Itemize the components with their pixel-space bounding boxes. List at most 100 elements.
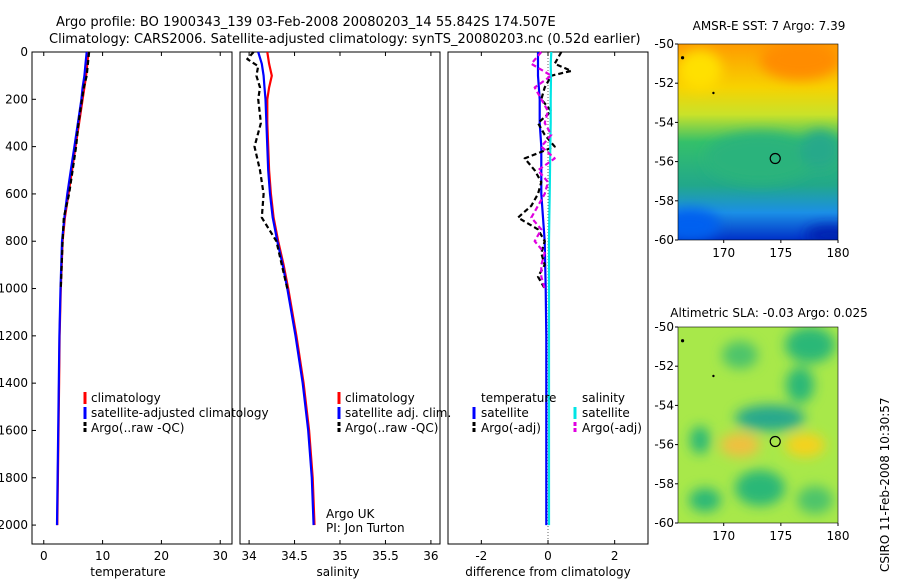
sla-low-4 <box>735 405 805 431</box>
island-marker <box>680 56 685 60</box>
y-tick-label: 0 <box>20 45 28 59</box>
map-y-tick-label: -52 <box>654 359 674 373</box>
map-x-tick-label: 170 <box>712 246 735 260</box>
temperature-legend: climatology satellite-adjusted climatolo… <box>83 391 269 435</box>
map-y-tick-label: -56 <box>654 155 674 169</box>
series-line-climatology <box>266 51 316 526</box>
legend-label-satellite: satellite-adjusted climatology <box>91 406 269 420</box>
series-line-satellite-adj-clim- <box>257 51 315 526</box>
sla-low-3 <box>786 367 814 403</box>
map-y-tick-label: -54 <box>654 115 674 129</box>
y-tick-label: 200 <box>5 92 28 106</box>
sla-low-7 <box>689 488 721 512</box>
map-x-tick-label: 170 <box>712 529 735 543</box>
map-y-tick-label: -52 <box>654 76 674 90</box>
map-y-tick-label: -58 <box>654 194 674 208</box>
series-line-salinity-argo-adj- <box>530 51 556 289</box>
map-x-tick-label: 180 <box>827 529 850 543</box>
y-tick-label: 1800 <box>0 471 28 485</box>
sla-low-1 <box>785 327 835 363</box>
legend-label-climatology: climatology <box>345 391 415 405</box>
x-tick-label: 34.5 <box>281 549 308 563</box>
sla-features <box>689 327 835 514</box>
sla-map-axes: -50 -52 -54 -56 -58 -60 170 175 180 <box>654 320 849 543</box>
sla-low-5 <box>690 426 710 454</box>
x-tick-label: 20 <box>154 549 169 563</box>
legend-label-temp-argo: Argo(-adj) <box>481 421 541 435</box>
x-tick-label: -2 <box>475 549 487 563</box>
map-y-tick-label: -54 <box>654 398 674 412</box>
x-tick-label: 0 <box>40 549 48 563</box>
map-x-tick-label: 180 <box>827 246 850 260</box>
y-tick-label: 800 <box>5 234 28 248</box>
sla-high-1 <box>785 433 825 457</box>
map-y-tick-label: -50 <box>654 320 674 334</box>
salinity-xlabel: salinity <box>316 565 359 579</box>
temperature-plot: 0 10 20 30 0 200 400 600 800 1000 1200 1400 1600 1800… <box>0 45 228 563</box>
x-tick-label: 2 <box>611 549 619 563</box>
x-tick-label: 0 <box>544 549 552 563</box>
sla-low-6 <box>735 470 785 506</box>
x-tick-label: 36 <box>423 549 438 563</box>
sla-map-title: Altimetric SLA: -0.03 Argo: 0.025 <box>670 306 867 320</box>
map-y-tick-label: -58 <box>654 477 674 491</box>
sla-low-2 <box>722 341 758 369</box>
difference-legend: temperature salinity satellite Argo(-adj… <box>472 391 642 435</box>
legend-label-argo: Argo(..raw -QC) <box>345 421 438 435</box>
legend-header-temperature: temperature <box>481 391 556 405</box>
header-line-2: Climatology: CARS2006. Satellite-adjuste… <box>49 32 641 47</box>
temperature-axes <box>31 51 233 545</box>
sst-map-axes: -50 -52 -54 -56 -58 -60 170 175 180 <box>654 37 849 260</box>
salinity-plot: 34 34.5 35 35.5 36 <box>241 51 439 563</box>
legend-label-climatology: climatology <box>91 391 161 405</box>
sst-cool-tongue <box>705 132 815 184</box>
series-line-argo-raw-qc- <box>246 51 289 289</box>
series-line-climatology <box>56 51 90 526</box>
sst-map-title: AMSR-E SST: 7 Argo: 7.39 <box>693 19 846 33</box>
y-tick-label: 2000 <box>0 518 28 532</box>
float-position-marker <box>769 435 781 448</box>
legend-label-sal-argo: Argo(-adj) <box>582 421 642 435</box>
sla-high-2 <box>720 433 760 457</box>
argo-uk-label: Argo UK <box>326 507 375 521</box>
sla-heatmap <box>678 327 838 523</box>
sst-cold-southwest <box>678 209 720 240</box>
float-position-marker <box>769 152 781 165</box>
sst-map-frame <box>677 43 839 241</box>
map-y-tick-label: -50 <box>654 37 674 51</box>
sst-features <box>678 44 838 240</box>
salinity-axes <box>239 51 441 545</box>
y-tick-label: 1600 <box>0 423 28 437</box>
sla-low-8 <box>797 486 833 514</box>
pi-label: PI: Jon Turton <box>326 521 405 535</box>
series-line-salinity-satellite <box>547 51 553 526</box>
legend-label-satellite: satellite adj. clim. <box>345 406 451 420</box>
salinity-legend: climatology satellite adj. clim. Argo(..… <box>326 391 451 535</box>
difference-xlabel: difference from climatology <box>465 565 631 579</box>
x-tick-label: 10 <box>95 549 110 563</box>
y-tick-label: 1200 <box>0 329 28 343</box>
island-marker <box>712 374 715 378</box>
map-y-tick-label: -60 <box>654 516 674 530</box>
series-line-temperature-argo-adj- <box>516 51 573 290</box>
map-y-tick-label: -56 <box>654 438 674 452</box>
legend-label-temp-satellite: satellite <box>481 406 529 420</box>
series-line-satellite-adjusted-climatology <box>55 51 88 526</box>
legend-label-sal-satellite: satellite <box>582 406 630 420</box>
island-marker <box>680 339 685 343</box>
legend-header-salinity: salinity <box>582 391 625 405</box>
island-marker <box>712 91 715 95</box>
csiro-timestamp: CSIRO 11-Feb-2008 10:30:57 <box>878 397 892 572</box>
header-line-1: Argo profile: BO 1900343_139 03-Feb-2008… <box>56 15 556 30</box>
x-tick-label: 34 <box>241 549 256 563</box>
sst-cold-southeast <box>805 225 838 240</box>
x-tick-label: 30 <box>213 549 228 563</box>
series-line-temperature-satellite <box>536 52 548 526</box>
sst-cool-east <box>800 130 838 170</box>
difference-plot: -2 0 2 <box>475 51 619 563</box>
sst-warm-patch <box>760 44 838 80</box>
sla-map-frame <box>677 326 839 524</box>
temperature-xlabel: temperature <box>90 565 165 579</box>
y-tick-label: 400 <box>5 140 28 154</box>
